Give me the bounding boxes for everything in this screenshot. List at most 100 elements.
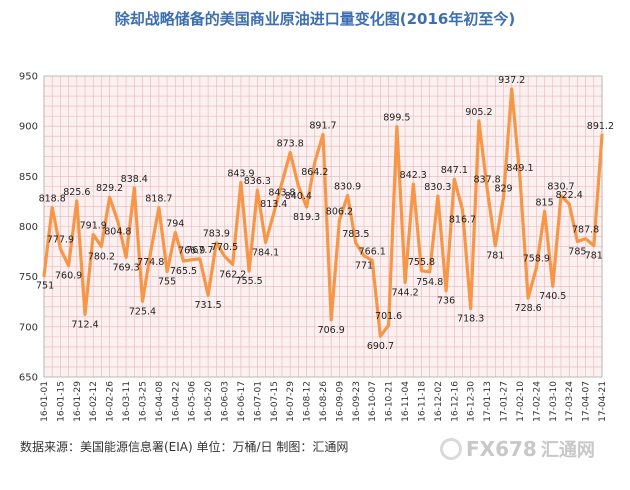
data-label: 806.2 — [326, 206, 353, 217]
data-label: 754.8 — [416, 277, 443, 288]
x-tick-label: 16-01-01 — [40, 381, 50, 422]
data-label: 838.4 — [121, 174, 148, 185]
data-label: 770.5 — [211, 242, 238, 253]
data-label: 740.5 — [539, 291, 566, 302]
x-tick-label: 17-04-21 — [598, 381, 608, 422]
chart-title: 除却战略储备的美国商业原油进口量变化图(2016年初至今) — [114, 10, 516, 28]
x-tick-label: 17-02-10 — [516, 381, 526, 422]
data-label: 830.7 — [547, 182, 574, 193]
data-label: 864.2 — [301, 167, 328, 178]
data-label: 794 — [166, 219, 184, 230]
y-tick-label: 700 — [19, 322, 38, 333]
data-label: 829.2 — [96, 183, 123, 194]
data-label: 766.1 — [359, 247, 386, 258]
x-tick-label: 17-01-27 — [500, 381, 510, 422]
x-tick-label: 16-12-16 — [450, 381, 460, 422]
x-tick-label: 16-07-15 — [270, 381, 280, 422]
data-label: 837.8 — [474, 175, 501, 186]
data-label: 813.4 — [260, 199, 287, 210]
x-tick-label: 16-04-08 — [155, 381, 165, 422]
x-tick-label: 16-06-03 — [221, 381, 231, 422]
data-label: 825.6 — [63, 187, 90, 198]
data-label: 767.7 — [186, 245, 213, 256]
data-label: 784.1 — [252, 247, 279, 258]
data-label: 701.6 — [375, 311, 402, 322]
data-label: 690.7 — [367, 341, 394, 352]
data-label: 718.3 — [457, 313, 484, 324]
x-tick-label: 16-03-11 — [122, 381, 132, 422]
data-label: 816.7 — [449, 215, 476, 226]
data-label: 899.5 — [383, 113, 410, 124]
data-label: 873.8 — [277, 138, 304, 149]
x-tick-label: 16-12-02 — [434, 381, 444, 422]
fx678-logo: FX678 汇通网 — [440, 436, 595, 462]
data-label: 760.9 — [55, 271, 82, 282]
logo-cn-text: 汇通网 — [540, 440, 595, 461]
data-label: 755.5 — [236, 276, 263, 287]
data-label: 781 — [585, 251, 603, 262]
logo-icon — [440, 438, 462, 460]
x-tick-label: 16-05-06 — [188, 381, 198, 422]
data-label: 706.9 — [318, 325, 345, 336]
data-label: 849.1 — [506, 163, 533, 174]
data-label: 830.3 — [424, 182, 451, 193]
data-label: 783.5 — [342, 229, 369, 240]
x-tick-label: 16-01-29 — [73, 381, 83, 422]
x-tick-label: 16-10-07 — [368, 381, 378, 422]
x-tick-label: 17-01-13 — [483, 381, 493, 422]
data-label: 783.9 — [203, 229, 230, 240]
x-tick-label: 16-11-18 — [417, 381, 427, 422]
x-tick-label: 16-12-30 — [467, 381, 477, 422]
y-tick-label: 900 — [19, 122, 38, 133]
x-tick-label: 16-01-15 — [56, 381, 66, 422]
data-label: 758.9 — [523, 254, 550, 265]
x-tick-label: 16-03-25 — [138, 381, 148, 422]
x-tick-label: 16-02-26 — [106, 381, 116, 422]
data-label: 769.3 — [112, 262, 139, 273]
data-label: 891.2 — [587, 121, 614, 132]
y-tick-label: 750 — [19, 272, 38, 283]
data-label: 744.2 — [391, 287, 418, 298]
data-label: 712.4 — [71, 319, 98, 330]
y-tick-label: 850 — [19, 172, 38, 183]
x-tick-label: 17-03-24 — [565, 381, 575, 422]
x-tick-label: 16-10-21 — [385, 381, 395, 422]
x-tick-label: 16-06-17 — [237, 381, 247, 422]
data-label: 847.1 — [441, 165, 468, 176]
data-label: 787.8 — [572, 225, 599, 236]
data-label: 725.4 — [129, 306, 156, 317]
data-label: 766.9 — [178, 246, 205, 257]
data-label: 843.8 — [268, 188, 295, 199]
data-label: 755.8 — [408, 257, 435, 268]
data-label: 891.7 — [309, 120, 336, 131]
data-label: 818.8 — [39, 194, 66, 205]
data-label: 780.2 — [88, 251, 115, 262]
x-tick-label: 16-05-20 — [204, 381, 214, 422]
data-label: 819.3 — [293, 212, 320, 223]
data-label: 774.8 — [137, 257, 164, 268]
data-label: 843.9 — [227, 168, 254, 179]
data-label: 937.2 — [498, 75, 525, 86]
data-label: 822.4 — [556, 190, 583, 201]
plot-border — [43, 75, 603, 378]
x-tick-label: 16-07-29 — [286, 381, 296, 422]
data-label: 728.6 — [515, 303, 542, 314]
x-tick-label: 16-08-12 — [303, 381, 313, 422]
x-tick-label: 16-11-04 — [401, 381, 411, 422]
data-label: 815 — [535, 197, 553, 208]
data-label: 840.4 — [285, 191, 312, 202]
data-label: 751 — [36, 281, 54, 292]
data-label: 830.9 — [334, 181, 361, 192]
source-footer: 数据来源：美国能源信息署(EIA) 单位：万桶/日 制图：汇通网 — [20, 440, 349, 454]
data-label: 905.2 — [465, 107, 492, 118]
y-tick-label: 650 — [19, 373, 38, 384]
y-tick-label: 950 — [19, 72, 38, 83]
x-tick-label: 17-02-24 — [532, 381, 542, 422]
x-tick-label: 16-09-09 — [335, 381, 345, 422]
data-label: 771 — [355, 261, 373, 272]
x-tick-label: 16-07-01 — [253, 381, 263, 422]
x-tick-label: 16-08-26 — [319, 381, 329, 422]
data-label: 829 — [494, 183, 512, 194]
